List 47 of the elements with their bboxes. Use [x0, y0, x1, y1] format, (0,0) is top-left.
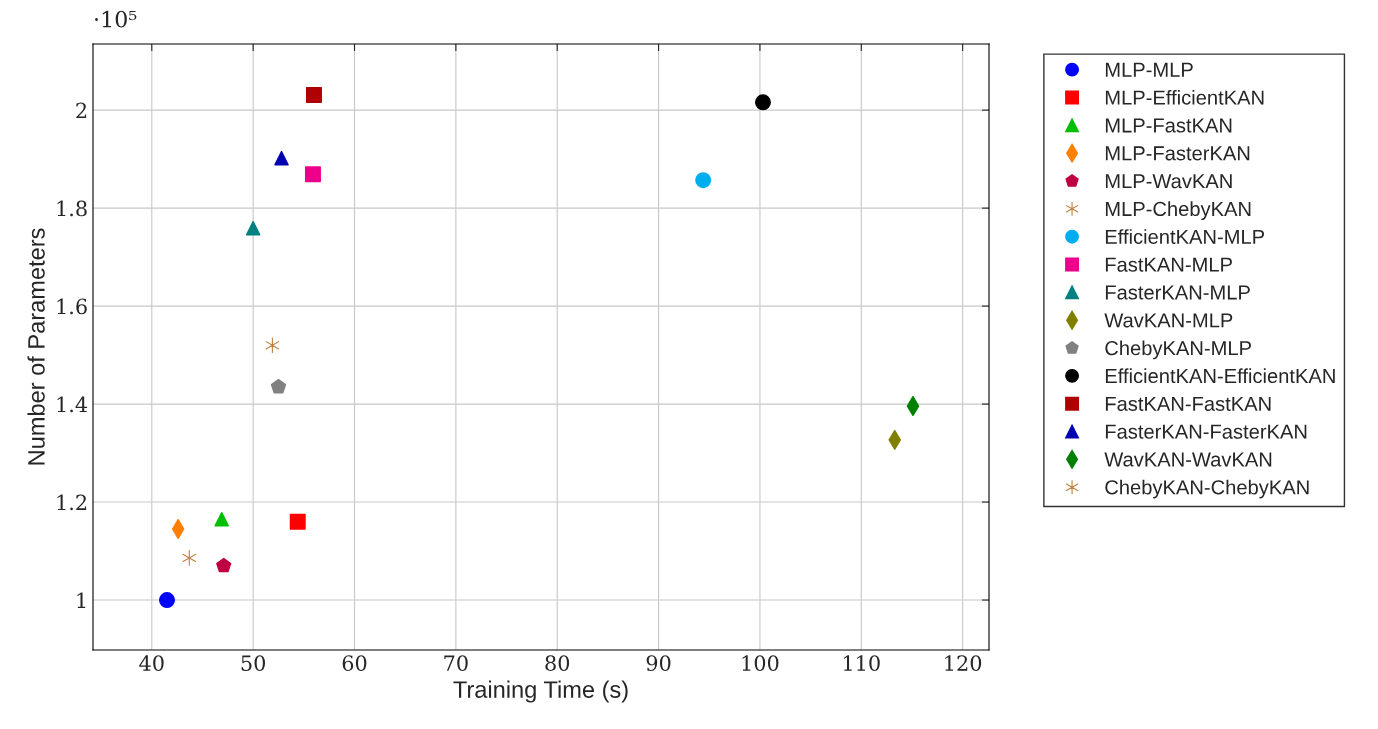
legend-label: MLP-MLP — [1105, 62, 1193, 77]
legend-label: MLP-ChebyKAN — [1105, 201, 1251, 221]
legend-label: ChebyKAN-MLP — [1105, 340, 1251, 360]
legend-label: FasterKAN-MLP — [1105, 285, 1250, 300]
point — [304, 166, 321, 183]
point — [159, 592, 175, 609]
y-tick-label: 1.2 — [57, 494, 87, 511]
legend-label: WavKAN-WavKAN — [1104, 452, 1272, 467]
legend-label: MLP-WavKAN — [1105, 174, 1232, 189]
point — [265, 337, 280, 354]
y-tick-label: 1 — [77, 592, 86, 608]
x-tick-label: 50 — [241, 655, 266, 671]
legend-label: FastKAN-MLP — [1105, 257, 1232, 272]
legend-label: FastKAN-FastKAN — [1105, 396, 1271, 411]
y-axis-title: Number of Parameters — [27, 228, 45, 465]
point — [274, 150, 289, 166]
x-tick-label: 120 — [945, 655, 982, 671]
x-tick-label: 60 — [342, 655, 367, 671]
point — [289, 513, 306, 530]
point — [214, 511, 230, 527]
x-axis-title: Training Time (s) — [453, 680, 628, 703]
point — [182, 550, 197, 566]
legend-label: FasterKAN-FasterKAN — [1105, 424, 1307, 439]
point — [270, 378, 287, 394]
legend-label: EfficientKAN-MLP — [1105, 229, 1265, 244]
point — [695, 172, 712, 189]
legend-label: WavKAN-MLP — [1104, 313, 1233, 328]
legend-label: EfficientKAN-EfficientKAN — [1105, 368, 1335, 384]
x-tick-label: 90 — [646, 655, 671, 671]
y-tick-label: 2 — [76, 102, 87, 119]
x-tick-label: 110 — [843, 655, 880, 671]
legend-label: MLP-FastKAN — [1105, 118, 1232, 133]
x-tick-label: 100 — [742, 655, 779, 671]
point — [216, 557, 232, 573]
legend-label: MLP-EfficientKAN — [1105, 89, 1264, 105]
point — [754, 94, 771, 111]
legend-label: ChebyKAN-ChebyKAN — [1105, 479, 1309, 499]
point — [305, 86, 322, 103]
x-tick-label: 70 — [444, 655, 468, 671]
y-tick-label: 1.8 — [57, 200, 87, 217]
text: ·10⁵ — [95, 10, 137, 28]
y-tick-label: 1.6 — [57, 298, 87, 315]
x-tick-label: 80 — [545, 655, 570, 671]
point — [245, 220, 261, 236]
legend-label: MLP-FasterKAN — [1105, 146, 1250, 161]
x-tick-label: 40 — [139, 655, 164, 671]
y-tick-label: 1.4 — [57, 396, 88, 413]
